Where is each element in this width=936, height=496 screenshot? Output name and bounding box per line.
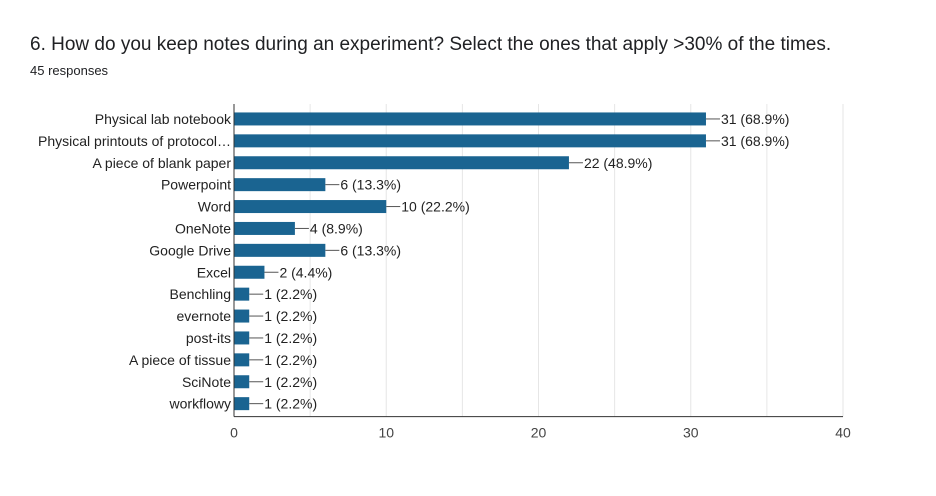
bar bbox=[234, 243, 326, 257]
category-label: evernote bbox=[177, 308, 232, 324]
x-tick-label: 30 bbox=[683, 425, 699, 441]
category-label: Benchling bbox=[170, 286, 232, 302]
category-label: workflowy bbox=[169, 396, 231, 412]
bar bbox=[234, 200, 387, 214]
value-label: 31 (68.9%) bbox=[721, 111, 789, 127]
value-label: 4 (8.9%) bbox=[310, 220, 363, 236]
category-label: Powerpoint bbox=[161, 177, 231, 193]
value-label: 31 (68.9%) bbox=[721, 133, 789, 149]
category-label: SciNote bbox=[182, 374, 231, 390]
bar bbox=[234, 112, 706, 126]
bar bbox=[234, 178, 326, 192]
bar bbox=[234, 331, 250, 345]
value-label: 1 (2.2%) bbox=[264, 308, 317, 324]
bar bbox=[234, 156, 569, 170]
value-label: 22 (48.9%) bbox=[584, 155, 652, 171]
value-label: 1 (2.2%) bbox=[264, 286, 317, 302]
category-label: post-its bbox=[186, 330, 231, 346]
value-label: 10 (22.2%) bbox=[401, 199, 469, 215]
category-label: Word bbox=[198, 199, 231, 215]
bar bbox=[234, 397, 250, 411]
bar bbox=[234, 265, 265, 279]
category-label: A piece of blank paper bbox=[92, 155, 231, 171]
x-tick-label: 10 bbox=[378, 425, 394, 441]
value-label: 2 (4.4%) bbox=[279, 264, 332, 280]
x-tick-label: 20 bbox=[531, 425, 547, 441]
value-label: 1 (2.2%) bbox=[264, 330, 317, 346]
question-title: 6. How do you keep notes during an exper… bbox=[30, 34, 832, 55]
bar bbox=[234, 134, 706, 148]
x-tick-label: 0 bbox=[230, 425, 238, 441]
category-label: Physical lab notebook bbox=[95, 111, 232, 127]
value-label: 6 (13.3%) bbox=[340, 242, 401, 258]
category-label: A piece of tissue bbox=[129, 352, 231, 368]
value-label: 1 (2.2%) bbox=[264, 396, 317, 412]
category-label: OneNote bbox=[175, 220, 231, 236]
bar bbox=[234, 309, 250, 323]
bar bbox=[234, 353, 250, 367]
category-label: Physical printouts of protocol… bbox=[38, 133, 231, 149]
response-count: 45 responses bbox=[30, 63, 109, 78]
x-tick-label: 40 bbox=[835, 425, 851, 441]
value-label: 1 (2.2%) bbox=[264, 374, 317, 390]
value-label: 1 (2.2%) bbox=[264, 352, 317, 368]
value-label: 6 (13.3%) bbox=[340, 177, 401, 193]
category-label: Excel bbox=[197, 264, 231, 280]
bar bbox=[234, 221, 295, 235]
bar bbox=[234, 287, 250, 301]
category-label: Google Drive bbox=[149, 242, 231, 258]
bar bbox=[234, 375, 250, 389]
